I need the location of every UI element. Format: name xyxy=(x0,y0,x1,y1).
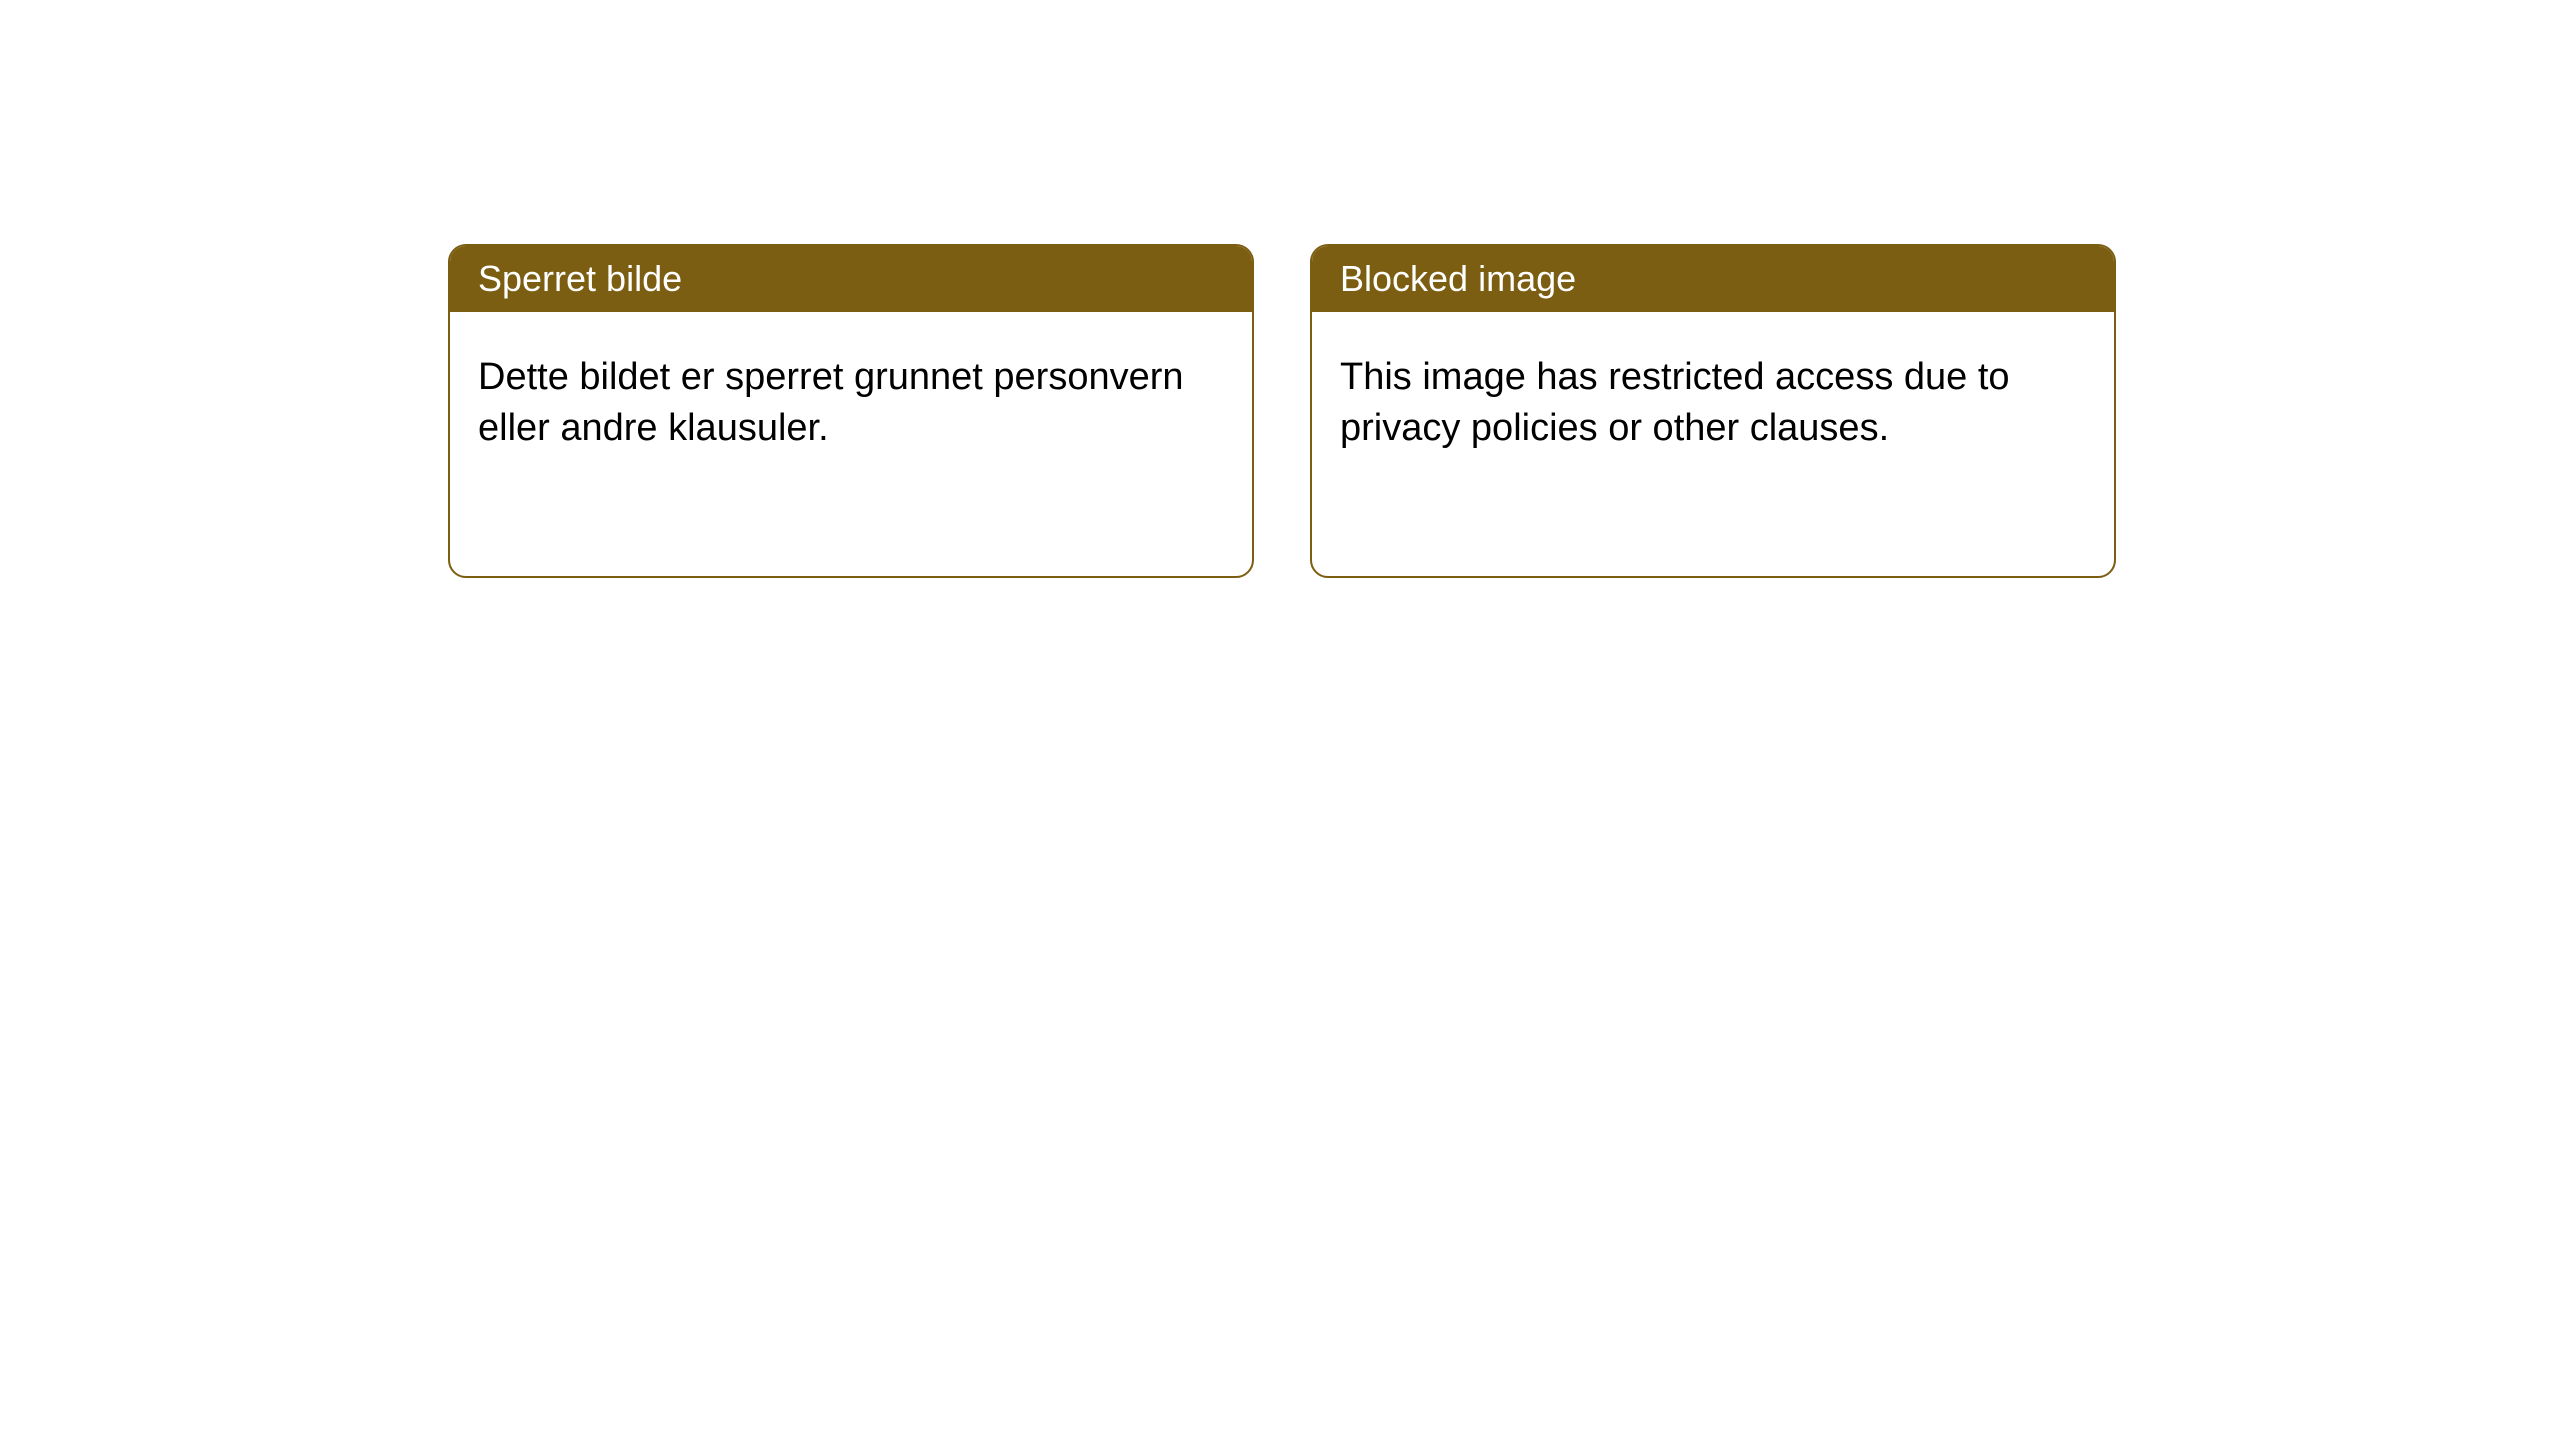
notice-container: Sperret bilde Dette bildet er sperret gr… xyxy=(0,0,2560,578)
card-body: This image has restricted access due to … xyxy=(1312,312,2114,483)
card-body: Dette bildet er sperret grunnet personve… xyxy=(450,312,1252,483)
card-header: Blocked image xyxy=(1312,246,2114,312)
blocked-image-card-en: Blocked image This image has restricted … xyxy=(1310,244,2116,578)
blocked-image-card-no: Sperret bilde Dette bildet er sperret gr… xyxy=(448,244,1254,578)
card-header: Sperret bilde xyxy=(450,246,1252,312)
